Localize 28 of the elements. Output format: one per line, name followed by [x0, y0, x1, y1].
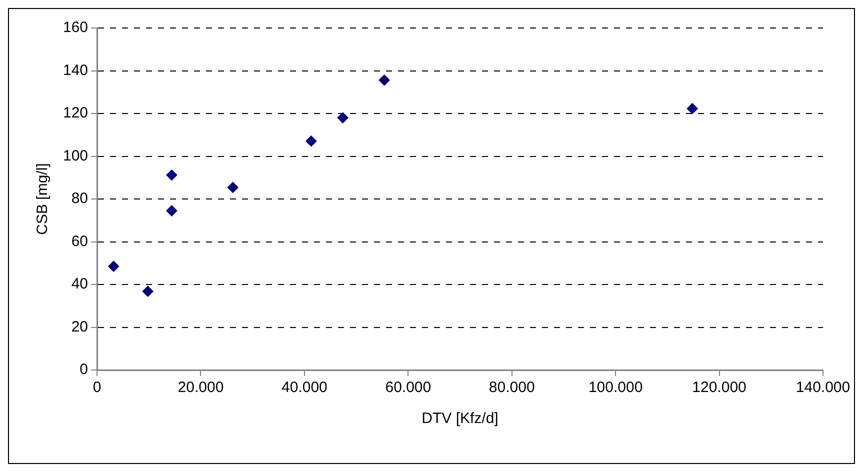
x-tick-label: 0	[92, 379, 102, 396]
y-tick-label: 140	[62, 62, 88, 79]
y-tick-label: 40	[71, 276, 88, 293]
y-axis-title: CSB [mg/l]	[34, 163, 52, 235]
point	[108, 260, 120, 272]
x-tick-label: 20.000	[178, 379, 224, 396]
x-tick-label: 120.000	[692, 379, 746, 396]
point	[306, 136, 317, 147]
x-tick-label: 80.000	[488, 379, 535, 396]
x-tick-label: 60.000	[385, 379, 432, 396]
y-tick-label: 120	[62, 104, 88, 122]
y-tick-label: 80	[71, 190, 88, 208]
y-tick-label: 20	[71, 318, 88, 336]
point	[227, 182, 238, 193]
x-tick-label: 140.000	[796, 379, 850, 396]
point	[337, 112, 348, 124]
x-tick-label: 40.000	[282, 379, 328, 396]
point	[166, 170, 178, 181]
y-tick-label: 100	[62, 147, 88, 164]
x-tick-label: 100.000	[588, 379, 643, 396]
x-axis-title: DTV [Kfz/d]	[422, 410, 498, 428]
point	[142, 286, 154, 297]
point	[166, 205, 178, 216]
point	[686, 103, 698, 114]
point	[378, 74, 390, 86]
y-tick-label: 60	[71, 232, 88, 250]
y-tick-label: 0	[80, 361, 88, 378]
y-tick-label: 160	[62, 19, 88, 36]
